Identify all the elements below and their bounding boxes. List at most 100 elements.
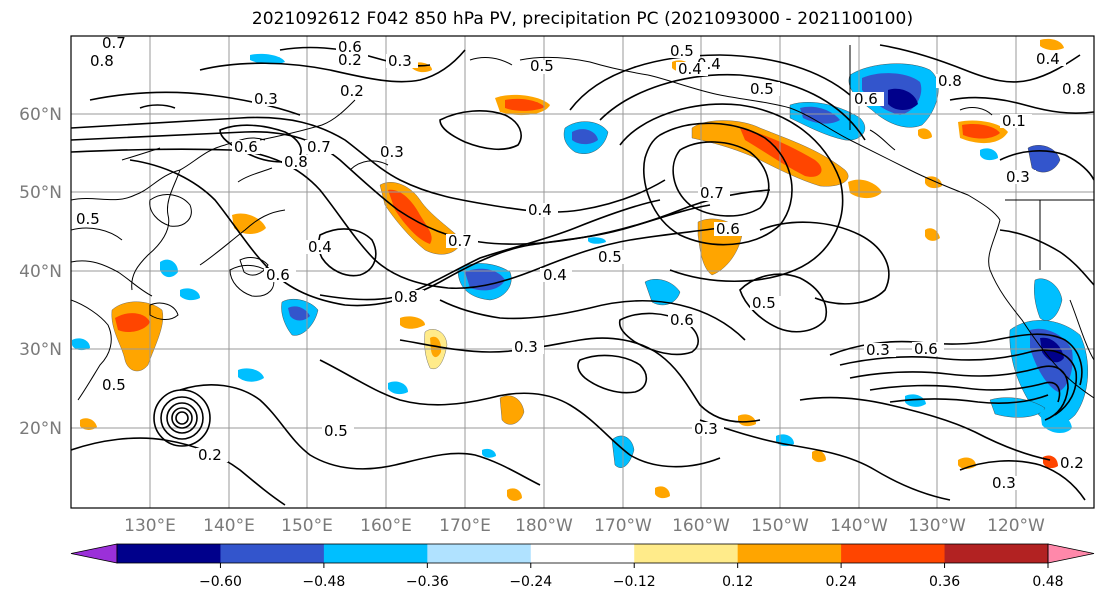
- precip-anomaly-negative: [388, 381, 408, 395]
- pv-contour: [71, 116, 666, 213]
- contour-label: 0.5: [598, 248, 622, 266]
- pv-contour: [319, 359, 721, 468]
- precip-anomaly-negative: [250, 53, 285, 65]
- precip-anomaly-negative: [572, 129, 598, 145]
- longitude-tick-label: 150°W: [751, 516, 809, 536]
- precip-anomaly-negative: [588, 237, 606, 244]
- pv-contour: [71, 148, 721, 290]
- precip-anomaly-negative: [482, 448, 496, 458]
- contour-label: 0.8: [394, 288, 418, 306]
- pv-contour: [999, 229, 1094, 286]
- longitude-tick-label: 150°E: [281, 516, 333, 536]
- colorbar-tick-label: 0.12: [722, 574, 753, 590]
- contour-label: 0.4: [543, 266, 567, 284]
- coastline: [849, 139, 1001, 221]
- colorbar-tick-label: 0.48: [1032, 574, 1063, 590]
- contour-label-box: [692, 422, 724, 436]
- contour-label: 0.3: [694, 420, 718, 438]
- precip-anomaly-negative: [160, 259, 178, 278]
- pv-contour: [699, 419, 951, 501]
- contour-labels: 0.7 0.8 0.6 0.2 0.3 0.5 0.4 0.2 0.3 0.5 …: [74, 34, 1092, 492]
- coastline: [869, 129, 896, 151]
- contour-label-box: [668, 44, 700, 58]
- pv-contour: [439, 299, 746, 341]
- contour-label-box: [528, 60, 556, 74]
- colorbar-frame: [116, 543, 1049, 564]
- latitude-labels: 60°N 50°N 40°N 30°N 20°N: [19, 105, 62, 439]
- precip-anomaly-positive: [740, 128, 822, 177]
- contour-label-box: [698, 187, 730, 201]
- colorbar-extend-high: [1047, 543, 1095, 564]
- longitude-tick-label: 180°W: [515, 516, 573, 536]
- contour-label-box: [74, 212, 102, 226]
- precip-anomaly-positive: [655, 486, 670, 499]
- contour-label: 0.6: [234, 138, 258, 156]
- latitude-tick-label: 40°N: [19, 262, 62, 282]
- contour-label: 0.5: [670, 42, 694, 60]
- contour-label-box: [336, 54, 368, 68]
- contour-label-box: [1000, 114, 1032, 128]
- colorbar-tick-label: −0.48: [302, 574, 345, 590]
- coastline: [1069, 299, 1094, 361]
- precip-anomaly-positive: [962, 123, 1000, 139]
- contour-label: 0.5: [530, 57, 554, 75]
- colorbar-tick-label: 0.36: [929, 574, 960, 590]
- longitude-tick-label: 170°W: [594, 516, 652, 536]
- contour-label: 0.4: [308, 238, 332, 256]
- coastline: [71, 299, 112, 401]
- latitude-tick-label: 20°N: [19, 419, 62, 439]
- pv-contour: [166, 402, 198, 434]
- contour-label: 0.5: [752, 294, 776, 312]
- contour-label: 0.7: [307, 138, 331, 156]
- pv-contour: [619, 103, 844, 283]
- longitude-tick-label: 160°W: [672, 516, 730, 536]
- latitude-tick-label: 30°N: [19, 340, 62, 360]
- precip-anomaly-negative: [72, 338, 90, 351]
- contour-label: 0.6: [670, 311, 694, 329]
- colorbar-tick-label: −0.36: [406, 574, 449, 590]
- pv-contour: [618, 312, 699, 356]
- contour-label: 0.2: [1060, 454, 1084, 472]
- colorbar-tick-label: −0.60: [199, 574, 242, 590]
- map-title: 2021092612 F042 850 hPa PV, precipitatio…: [251, 9, 914, 29]
- pv-contour: [999, 150, 1094, 181]
- contour-label-box: [1058, 456, 1090, 470]
- pv-contour: [349, 160, 389, 171]
- contour-label: 0.6: [266, 266, 290, 284]
- colorbar-tick-label: −0.24: [509, 574, 552, 590]
- contour-label-box: [264, 268, 296, 282]
- contour-label-box: [512, 340, 544, 354]
- contour-label-box: [305, 140, 333, 154]
- contour-label-box: [668, 313, 700, 327]
- longitude-tick-label: 130°E: [124, 516, 176, 536]
- pv-contour: [399, 337, 761, 423]
- pv-contour: [229, 264, 275, 297]
- contour-label: 0.5: [324, 422, 348, 440]
- precipitation-shading: [72, 38, 1088, 501]
- longitude-tick-label: 140°E: [203, 516, 255, 536]
- contour-label-box: [386, 54, 418, 68]
- contour-label: 0.3: [992, 474, 1016, 492]
- pv-contour: [879, 44, 1081, 83]
- pv-contours-thin: [71, 57, 513, 297]
- longitude-tick-label: 120°W: [987, 516, 1045, 536]
- contour-label: 0.4: [1036, 50, 1060, 68]
- coastline: [199, 209, 286, 266]
- contour-label: 0.4: [678, 60, 702, 78]
- pv-contour: [160, 396, 204, 440]
- contour-label-box: [196, 448, 228, 462]
- pv-contour: [672, 141, 770, 217]
- longitude-tick-label: 160°E: [360, 516, 412, 536]
- pv-contour: [569, 54, 851, 111]
- contour-label: 0.6: [914, 340, 938, 358]
- precip-anomaly-negative: [180, 288, 200, 301]
- contour-label-box: [714, 222, 746, 236]
- coastline: [149, 302, 179, 320]
- pv-contour: [759, 221, 890, 305]
- contour-label-box: [750, 296, 782, 310]
- coastline: [988, 219, 1094, 399]
- longitude-labels: 130°E 140°E 150°E 160°E 170°E 180°W 170°W 160°W…: [124, 516, 1045, 536]
- contour-label: 0.6: [338, 38, 362, 56]
- contour-label: 0.5: [102, 376, 126, 394]
- pv-contour: [643, 122, 793, 246]
